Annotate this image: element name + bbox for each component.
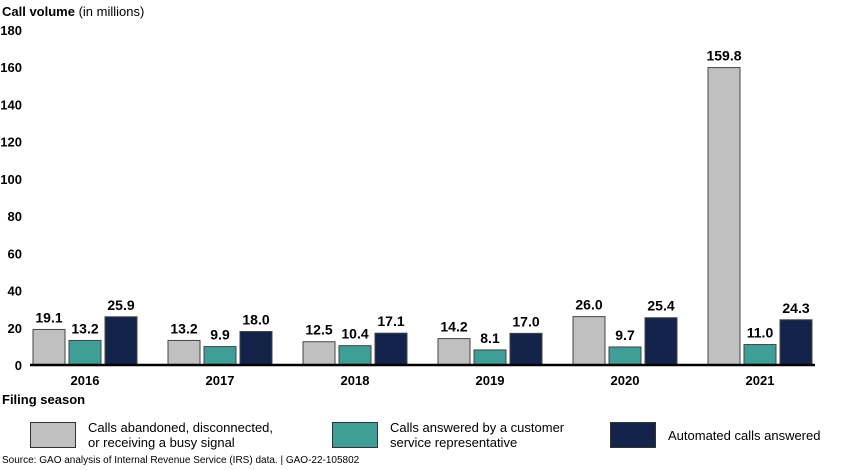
bar-representative-2016 [68,339,102,366]
value-label-representative-2017: 9.9 [210,327,230,343]
bar-abandoned-2017 [167,339,201,366]
legend-item-abandoned: Calls abandoned, disconnected, or receiv… [30,418,273,452]
category-label-2019: 2019 [476,373,505,388]
bar-automated-2021 [779,319,813,366]
bar-abandoned-2020 [572,316,606,366]
legend: Calls abandoned, disconnected, or receiv… [30,418,830,452]
value-label-automated-2017: 18.0 [242,312,269,328]
category-label-2016: 2016 [71,373,100,388]
legend-swatch-automated [610,422,656,448]
y-tick-label: 60 [8,246,22,261]
legend-swatch-abandoned [30,422,76,448]
bar-abandoned-2016 [32,328,66,366]
bar-representative-2020 [608,346,642,366]
y-tick-label: 0 [15,358,22,373]
y-tick-label: 100 [0,172,22,187]
category-label-2020: 2020 [611,373,640,388]
legend-label-representative: Calls answered by a customer service rep… [390,420,565,450]
y-axis-label: Call volume (in millions) [2,4,144,19]
value-label-abandoned-2019: 14.2 [440,319,467,335]
legend-item-automated: Automated calls answered [610,418,820,452]
bar-representative-2018 [338,345,372,366]
value-label-representative-2020: 9.7 [615,327,635,343]
legend-swatch-representative [332,422,378,448]
bar-chart: Call volume (in millions) 0 20 40 60 80 100 12… [0,4,815,407]
y-axis-label-main: Call volume [2,4,75,19]
y-tick-label: 20 [8,321,22,336]
y-tick-label: 120 [0,135,22,150]
value-label-representative-2021: 11.0 [747,325,774,341]
y-tick-label: 140 [0,97,22,112]
bar-representative-2019 [473,349,507,366]
bar-automated-2019 [509,332,543,366]
bar-abandoned-2018 [302,341,336,366]
bar-automated-2017 [239,331,273,366]
value-label-representative-2019: 8.1 [480,330,500,346]
value-label-abandoned-2021: 159.8 [706,48,741,64]
bar-representative-2021 [743,344,777,366]
category-label-2018: 2018 [341,373,370,388]
category-label-2021: 2021 [746,373,775,388]
bar-representative-2017 [203,346,237,366]
legend-label-abandoned: Calls abandoned, disconnected, or receiv… [88,420,274,450]
value-label-representative-2016: 13.2 [71,320,98,336]
value-label-automated-2016: 25.9 [107,297,134,313]
bar-abandoned-2019 [437,338,471,366]
value-label-automated-2019: 17.0 [512,313,539,329]
x-axis-label: Filing season [2,392,85,407]
value-label-automated-2020: 25.4 [647,298,674,314]
bar-automated-2020 [644,317,678,366]
legend-label-automated: Automated calls answered [668,427,821,443]
value-label-automated-2018: 17.1 [377,313,404,329]
source-note: Source: GAO analysis of Internal Revenue… [2,455,360,466]
value-label-abandoned-2020: 26.0 [575,297,602,313]
bar-automated-2018 [374,332,408,366]
value-label-abandoned-2017: 13.2 [170,320,197,336]
y-tick-label: 180 [0,23,22,38]
value-label-automated-2021: 24.3 [782,300,809,316]
y-tick-label: 80 [8,209,22,224]
legend-item-representative: Calls answered by a customer service rep… [332,418,564,452]
y-axis-label-unit: (in millions) [75,4,144,19]
bar-abandoned-2021 [707,67,741,366]
value-label-abandoned-2018: 12.5 [305,322,332,338]
bar-automated-2016 [104,316,138,366]
y-tick-label: 40 [8,284,22,299]
y-tick-label: 160 [0,60,22,75]
category-label-2017: 2017 [206,373,235,388]
value-label-representative-2018: 10.4 [341,326,368,342]
value-label-abandoned-2016: 19.1 [35,309,62,325]
